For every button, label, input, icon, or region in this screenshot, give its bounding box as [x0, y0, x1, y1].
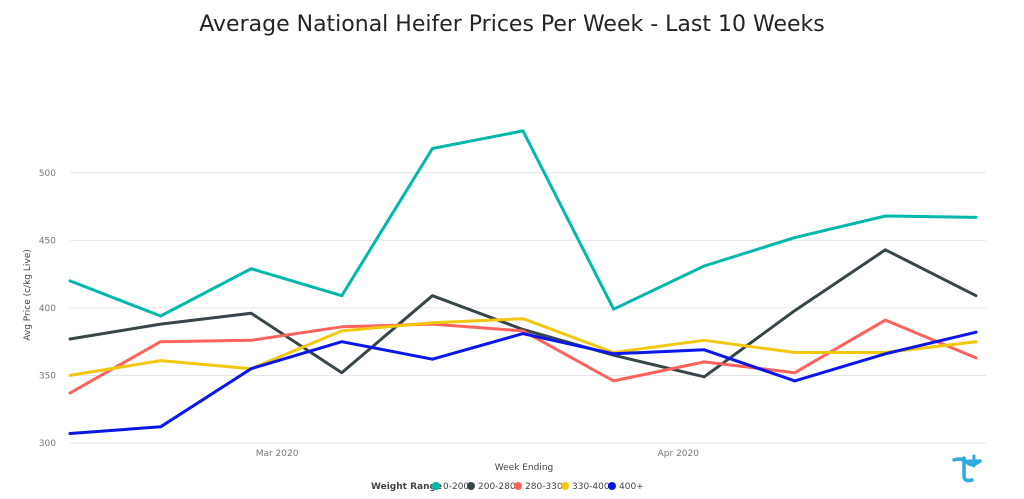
series-line-0-200[interactable] [68, 129, 978, 318]
series-line-200-280[interactable] [68, 248, 978, 379]
x-axis-ticks: Mar 2020 Apr 2020 [256, 449, 700, 459]
series-line-330-400[interactable] [68, 317, 978, 377]
legend-item-200-280[interactable]: 200-280 [478, 482, 516, 492]
legend-item-0-200[interactable]: 0-200 [443, 482, 469, 492]
y-tick-label: 300 [39, 439, 56, 449]
x-tick-label: Mar 2020 [256, 449, 299, 459]
legend-marker [608, 482, 616, 490]
y-tick-label: 350 [39, 371, 56, 381]
legend-marker [514, 482, 522, 490]
y-tick-label: 450 [39, 236, 56, 246]
series-line-280-330[interactable] [68, 318, 978, 395]
legend-marker [432, 482, 440, 490]
legend-marker [561, 482, 569, 490]
gridlines [70, 172, 986, 444]
legend-item-330-400[interactable]: 330-400 [572, 482, 610, 492]
legend-marker [467, 482, 475, 490]
y-tick-label: 400 [39, 304, 56, 314]
series-lines [68, 129, 978, 435]
brand-logo-icon [952, 454, 982, 483]
x-axis-title: Week Ending [495, 463, 554, 473]
y-axis-ticks: 300 350 400 450 500 [39, 169, 56, 449]
y-axis-title: Avg Price (c/kg Live) [23, 249, 33, 341]
legend[interactable]: Weight Range 0-200 200-280 280-330 330-400 40… [371, 482, 644, 492]
legend-title: Weight Range [371, 482, 442, 492]
x-tick-label: Apr 2020 [658, 449, 700, 459]
legend-item-280-330[interactable]: 280-330 [525, 482, 563, 492]
y-tick-label: 500 [39, 169, 56, 179]
series-line-400+[interactable] [68, 330, 978, 435]
chart-title: Average National Heifer Prices Per Week … [199, 12, 825, 37]
legend-item-400+[interactable]: 400+ [619, 482, 644, 492]
